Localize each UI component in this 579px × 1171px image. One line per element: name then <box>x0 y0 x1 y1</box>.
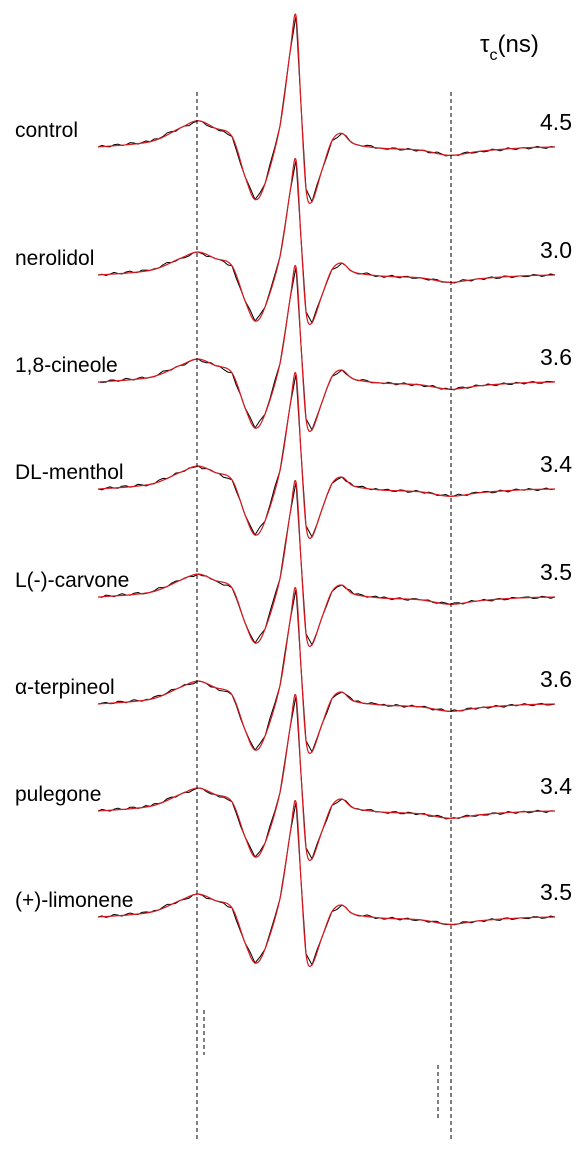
spectrum-experimental <box>97 588 556 754</box>
spectrum-fit <box>97 479 556 647</box>
sample-label: (+)-limonene <box>15 889 133 912</box>
spectrum-experimental <box>97 373 556 539</box>
tau-value: 4.5 <box>540 109 572 135</box>
sample-label: α-terpineol <box>15 676 115 699</box>
tau-value: 3.6 <box>540 344 572 370</box>
spectrum-fit <box>97 371 556 539</box>
spectrum-fit <box>97 157 556 325</box>
tau-value: 3.4 <box>540 773 572 799</box>
sample-label: nerolidol <box>15 247 94 270</box>
spectrum-experimental <box>97 481 556 647</box>
sample-label: control <box>15 119 78 142</box>
spectrum-experimental <box>97 159 556 325</box>
spectra <box>97 13 556 967</box>
spectrum-fit <box>97 586 556 754</box>
tau-value: 3.0 <box>540 237 572 263</box>
spectrum-experimental <box>97 801 556 967</box>
tau-symbol: τ <box>480 31 490 58</box>
sample-label: pulegone <box>15 783 101 806</box>
tau-unit: (ns) <box>497 31 538 58</box>
spectrum-fit <box>97 799 556 967</box>
tau-value: 3.5 <box>540 559 572 585</box>
sample-label: L(-)-carvone <box>15 569 129 592</box>
tau-value: 3.5 <box>540 879 572 905</box>
tau-value: 3.4 <box>540 451 572 477</box>
spectrum-fit <box>97 13 556 204</box>
labels: control 4.5 nerolidol 3.0 1,8-cineole 3.6 DL-m… <box>15 109 572 912</box>
tau-subscript: c <box>489 47 497 64</box>
sample-label: 1,8-cineole <box>15 354 118 377</box>
spectrum-fit <box>97 693 556 861</box>
spectrum-experimental <box>97 266 556 432</box>
tau-header: τc(ns) <box>480 31 539 64</box>
spectrum-fit <box>97 264 556 432</box>
tau-value: 3.6 <box>540 666 572 692</box>
sample-label: DL-menthol <box>15 461 124 484</box>
spectrum-experimental <box>97 695 556 861</box>
